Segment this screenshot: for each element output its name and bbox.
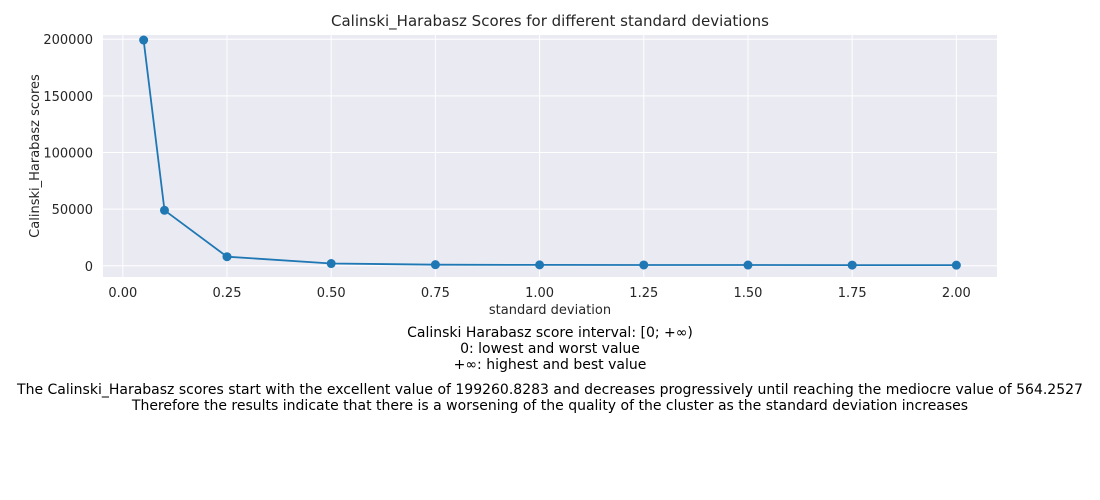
data-points — [139, 35, 961, 270]
y-tick-label: 0 — [85, 260, 93, 275]
x-tick-label: 0.25 — [213, 286, 242, 301]
x-tick-label: 0.00 — [108, 286, 137, 301]
conclusion-line: The Calinski_Harabasz scores start with … — [17, 382, 1083, 398]
x-tick-label: 2.00 — [942, 286, 971, 301]
y-axis-label: Calinski_Harabasz scores — [28, 74, 43, 238]
y-tick-label: 50000 — [52, 203, 93, 218]
conclusion-line: Therefore the results indicate that ther… — [131, 398, 969, 414]
data-point — [847, 260, 857, 270]
score-interval-caption: Calinski Harabasz score interval: [0; +∞… — [0, 325, 1100, 373]
interval-line: +∞: highest and best value — [453, 357, 647, 373]
plot-area — [103, 35, 997, 277]
data-point — [326, 259, 336, 269]
data-point — [535, 260, 545, 270]
data-point — [139, 35, 149, 45]
data-point — [159, 205, 169, 215]
y-tick-label: 150000 — [43, 90, 93, 105]
x-tick-label: 0.75 — [421, 286, 450, 301]
chart-title: Calinski_Harabasz Scores for different s… — [331, 12, 769, 31]
data-point — [743, 260, 753, 270]
conclusion-caption: The Calinski_Harabasz scores start with … — [0, 382, 1100, 414]
series-line — [142, 39, 957, 266]
x-tick-label: 0.50 — [317, 286, 346, 301]
x-tick-label: 1.00 — [525, 286, 554, 301]
data-point — [222, 252, 232, 262]
y-axis-ticks: 0 50000 100000 150000 200000 — [43, 33, 93, 275]
interval-line: Calinski Harabasz score interval: [0; +∞… — [407, 325, 693, 341]
y-tick-label: 100000 — [43, 146, 93, 161]
interval-line: 0: lowest and worst value — [460, 341, 640, 357]
y-tick-label: 200000 — [43, 33, 93, 48]
x-axis-label: standard deviation — [489, 303, 611, 318]
calinski-harabasz-chart: 0.00 0.25 0.50 0.75 1.00 1.25 1.50 1.75 2.00 0 50… — [28, 12, 997, 318]
data-point — [430, 260, 440, 270]
data-point — [639, 260, 649, 270]
data-point — [951, 260, 961, 270]
x-tick-label: 1.75 — [838, 286, 867, 301]
x-axis-ticks: 0.00 0.25 0.50 0.75 1.00 1.25 1.50 1.75 2.00 — [108, 286, 971, 301]
x-tick-label: 1.50 — [733, 286, 762, 301]
x-tick-label: 1.25 — [629, 286, 658, 301]
